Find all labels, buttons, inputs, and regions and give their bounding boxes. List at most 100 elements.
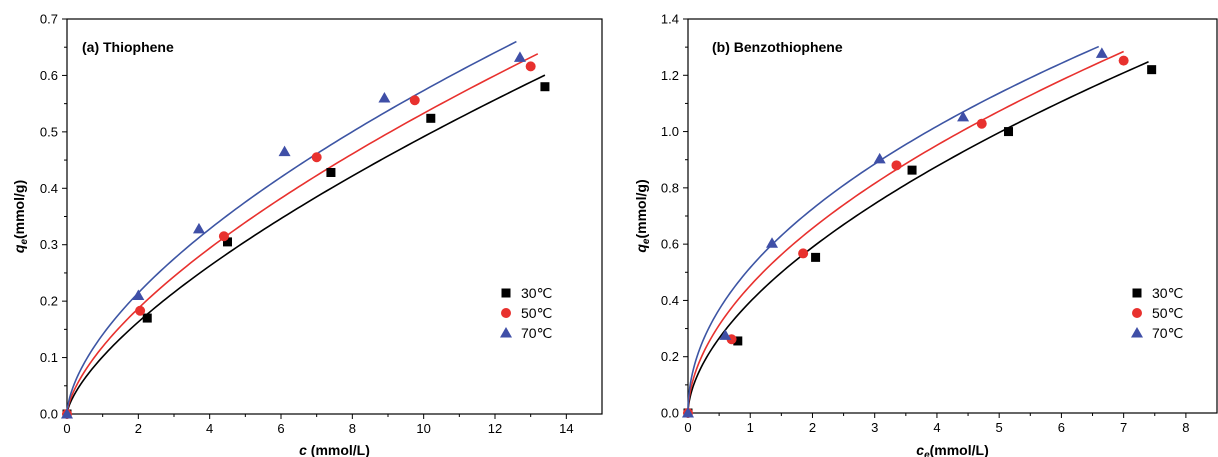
legend-label: 30℃ (521, 285, 552, 301)
data-point-square (223, 237, 232, 247)
chart-panel-thiophene: 0 2 4 6 8 10 12 14 0.0 0.1 0.2 0.3 0.4 0.5 0.6 0.7 (a) T… (11, 12, 603, 457)
x-tick-label: 2 (809, 420, 816, 435)
data-point-triangle (766, 237, 779, 248)
y-tick-label: 1.0 (661, 124, 679, 139)
data-point-triangle (278, 145, 291, 157)
x-tick-label: 0 (63, 421, 70, 436)
legend-label: 70℃ (1152, 325, 1183, 341)
legend-marker-circle (1132, 308, 1142, 318)
data-point-triangle (957, 110, 970, 122)
data-point-triangle (719, 329, 732, 340)
data-point-triangle (132, 289, 145, 300)
fit-line-circle (687, 50, 1124, 414)
data-point-square (811, 252, 821, 262)
x-tick-label: 6 (1058, 420, 1065, 435)
y-tick-label: 0.2 (661, 349, 679, 364)
y-tick-label: 0.7 (40, 12, 58, 27)
data-point-square (733, 336, 743, 346)
legend-marker-square (501, 288, 511, 298)
legend-marker-square (1132, 288, 1142, 298)
data-point-circle (525, 61, 536, 72)
y-tick-label: 0.6 (40, 68, 58, 83)
y-axis-title-subscript: e (19, 239, 30, 245)
x-tick-label: 6 (277, 421, 284, 436)
x-tick-label: 8 (349, 421, 356, 436)
x-tick-label: 4 (206, 421, 213, 436)
x-axis-title-symbol: c (916, 442, 924, 457)
data-point-circle (891, 160, 902, 171)
data-point-circle (218, 231, 229, 242)
chart-title: (b) Benzothiophene (712, 39, 843, 55)
y-tick-label: 1.2 (661, 68, 679, 83)
legend-marker-triangle (500, 327, 512, 338)
x-tick-label: 1 (747, 420, 754, 435)
data-point-triangle (378, 92, 391, 103)
data-point-triangle (192, 222, 205, 234)
x-tick-label: 14 (559, 421, 573, 436)
y-tick-label: 0.0 (661, 406, 679, 421)
y-tick-label: 0.1 (40, 350, 58, 365)
data-point-triangle (61, 408, 73, 419)
y-tick-label: 1.4 (661, 12, 679, 27)
fit-line-square (687, 61, 1149, 414)
fit-line-triangle (687, 45, 1100, 414)
y-axis-title-symbol: q (11, 244, 27, 253)
x-tick-label: 7 (1120, 420, 1127, 435)
x-tick-label: 10 (416, 421, 430, 436)
x-tick-label: 0 (684, 420, 691, 435)
y-tick-label: 0.4 (661, 293, 679, 308)
y-axis-title: qe(mmol/g) (633, 179, 652, 252)
data-point-triangle (513, 51, 526, 62)
x-axis-title: ce(mmol/L) (916, 442, 988, 457)
y-axis-title-unit: (mmol/g) (633, 179, 649, 238)
legend-label: 70℃ (521, 325, 552, 341)
chart-panel-benzothiophene: 0 1 2 3 4 5 6 7 8 0.0 0.2 0.4 0.6 0.8 1.0 1.2 1.4 (b) Ben… (633, 12, 1218, 457)
data-point-triangle (1095, 47, 1108, 58)
data-point-triangle (873, 152, 886, 164)
data-point-square (1004, 127, 1014, 137)
fit-line-circle (66, 53, 539, 415)
chart-title: (a) Thiophene (82, 39, 174, 55)
x-tick-label: 3 (871, 420, 878, 435)
x-axis-title-unit: (mmol/L) (930, 442, 989, 457)
data-point-square (326, 167, 336, 177)
y-tick-label: 0.6 (661, 237, 679, 252)
y-axis-title-unit: (mmol/g) (11, 180, 27, 239)
data-point-circle (409, 95, 420, 106)
legend-marker-circle (501, 308, 511, 318)
legend-label: 50℃ (1152, 305, 1183, 321)
data-point-square (540, 82, 550, 92)
y-axis-title-symbol: q (633, 244, 649, 253)
data-point-square (907, 165, 917, 175)
data-point-square (426, 113, 436, 123)
x-axis-title-unit: (mmol/L) (307, 442, 370, 457)
y-tick-label: 0.0 (40, 407, 58, 422)
x-axis-title: c (mmol/L) (299, 442, 370, 457)
y-tick-label: 0.4 (40, 181, 58, 196)
data-point-circle (798, 248, 809, 259)
y-axis-title-subscript: e (641, 238, 652, 244)
y-axis-title: qe(mmol/g) (11, 180, 30, 253)
x-axis-title-subscript: e (924, 450, 930, 457)
y-tick-label: 0.2 (40, 294, 58, 309)
y-tick-label: 0.3 (40, 237, 58, 252)
plot-frame (66, 18, 603, 415)
x-axis-title-symbol: c (299, 442, 307, 457)
x-tick-label: 2 (135, 421, 142, 436)
legend-marker-triangle (1131, 327, 1143, 338)
data-point-square (142, 313, 152, 323)
legend-label: 50℃ (521, 305, 552, 321)
x-tick-label: 5 (996, 420, 1003, 435)
fit-line-triangle (66, 40, 517, 415)
x-tick-label: 12 (488, 421, 502, 436)
fit-line-square (66, 74, 546, 415)
x-tick-label: 8 (1182, 420, 1189, 435)
data-point-triangle (682, 407, 694, 418)
y-tick-label: 0.5 (40, 124, 58, 139)
x-tick-label: 4 (933, 420, 940, 435)
data-point-square (1147, 65, 1157, 75)
y-tick-label: 0.8 (661, 180, 679, 195)
data-point-circle (135, 305, 146, 316)
legend-label: 30℃ (1152, 285, 1183, 301)
